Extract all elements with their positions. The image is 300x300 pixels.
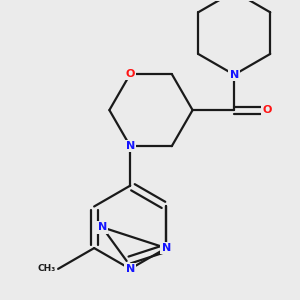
Text: N: N xyxy=(230,70,239,80)
Text: N: N xyxy=(162,243,171,253)
Text: O: O xyxy=(263,105,272,115)
Text: N: N xyxy=(98,222,107,232)
Text: N: N xyxy=(162,243,171,253)
Text: O: O xyxy=(125,69,135,79)
Text: N: N xyxy=(126,141,135,151)
Text: CH₃: CH₃ xyxy=(38,264,56,273)
Text: N: N xyxy=(126,264,135,274)
